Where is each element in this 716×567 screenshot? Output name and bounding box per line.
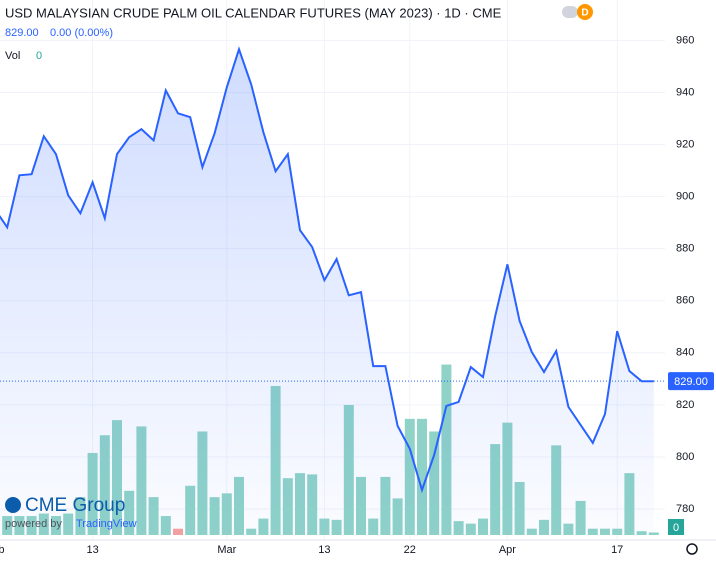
chart-title: USD MALAYSIAN CRUDE PALM OIL CALENDAR FU…	[5, 5, 502, 20]
price-line	[0, 46, 654, 494]
x-tick-label: Feb	[0, 544, 4, 556]
last-price-badge	[668, 372, 714, 391]
last-price: 829.00	[5, 27, 39, 39]
platform: TradingView	[76, 518, 137, 530]
volume-badge	[668, 519, 684, 535]
logo: CME Group	[25, 495, 125, 516]
settings[interactable]	[686, 543, 698, 555]
x-tick-label: 22	[404, 544, 416, 556]
powered-by: powered by	[5, 518, 62, 530]
y-tick-label: 960	[676, 34, 694, 46]
badge: D	[581, 8, 588, 19]
y-tick-label: 840	[676, 347, 694, 359]
volume-label: Vol	[5, 50, 20, 62]
y-tick-label: 860	[676, 295, 694, 307]
x-tick-label: 13	[86, 544, 98, 556]
x-tick-label: 17	[611, 544, 623, 556]
x-tick-label: 13	[318, 544, 330, 556]
last-price-label: 829.00	[674, 376, 708, 388]
volume-value: 0	[36, 50, 42, 62]
volume-bar	[417, 418, 427, 535]
y-tick-label: 780	[676, 503, 694, 515]
price-change: 0.00 (0.00%)	[50, 27, 113, 39]
toggle[interactable]	[562, 6, 578, 18]
volume-badge-value: 0	[673, 522, 679, 534]
area	[0, 49, 654, 535]
x-tick-label: Apr	[499, 544, 516, 556]
y-tick-label: 880	[676, 243, 694, 255]
y-tick-label: 900	[676, 191, 694, 203]
y-tick-label: 800	[676, 451, 694, 463]
badge-circle	[577, 4, 593, 20]
y-tick-label: 940	[676, 86, 694, 98]
logo-icon	[5, 497, 21, 513]
x-tick-label: Mar	[217, 544, 236, 556]
y-tick-label: 920	[676, 138, 694, 150]
y-tick-label: 820	[676, 399, 694, 411]
